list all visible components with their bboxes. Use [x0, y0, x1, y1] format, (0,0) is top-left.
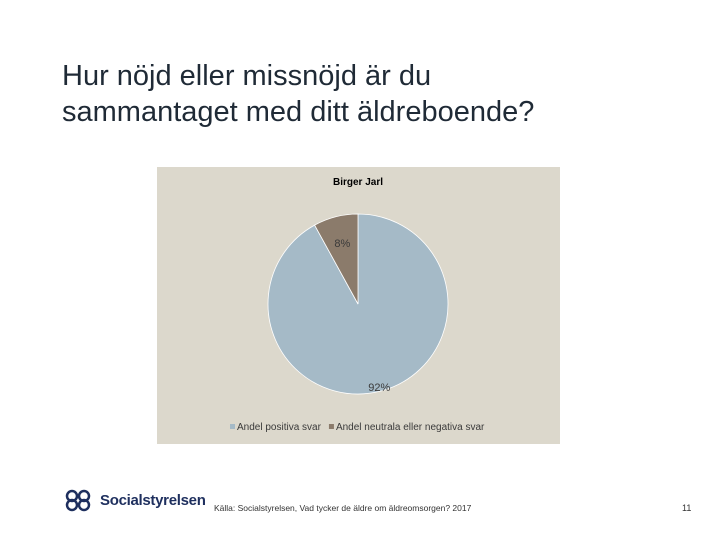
- socialstyrelsen-logo: Socialstyrelsen: [64, 487, 206, 513]
- legend-label-1: Andel positiva svar: [237, 422, 322, 433]
- data-label-1: 92%: [368, 382, 390, 394]
- pie-chart-svg: Birger Jarl 92% 8% Andel positiva svar And…: [230, 177, 485, 433]
- pie-chart: Birger Jarl 92% 8% Andel positiva svar And…: [157, 167, 560, 444]
- pie-slice-2: [314, 213, 359, 305]
- data-label-2: 8%: [334, 238, 350, 250]
- chart-title: Birger Jarl: [333, 177, 383, 188]
- legend-swatch-1: [230, 424, 235, 429]
- logo-emblem-icon: [65, 489, 91, 512]
- logo-text: Socialstyrelsen: [100, 491, 206, 509]
- source-note: Källa: Socialstyrelsen, Vad tycker de äl…: [214, 503, 472, 513]
- page-number: 11: [682, 503, 692, 513]
- slide-title: Hur nöjd eller missnöjd är du sammantage…: [62, 60, 535, 128]
- legend-label-2: Andel neutrala eller negativa svar: [336, 422, 485, 433]
- legend-swatch-2: [328, 424, 334, 429]
